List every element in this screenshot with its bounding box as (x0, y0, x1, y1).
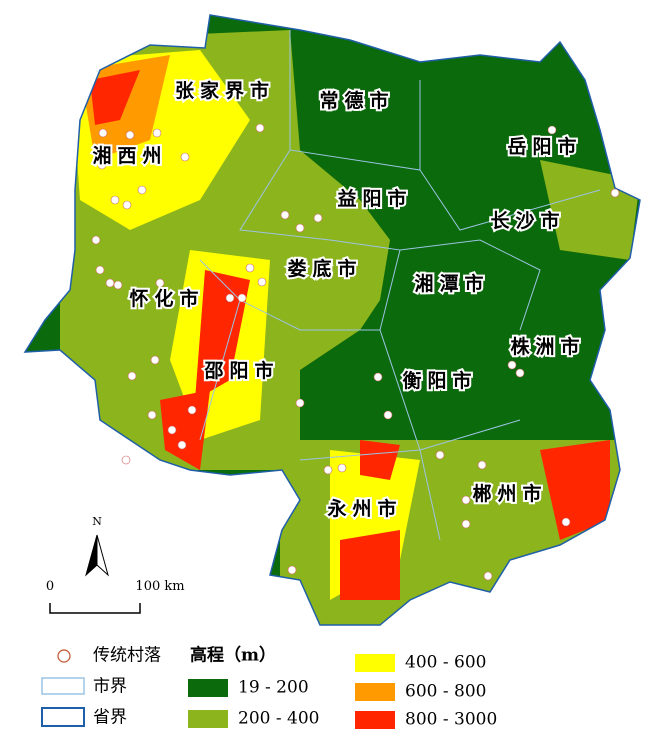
village-point (383, 410, 393, 420)
high-mountain (540, 440, 610, 540)
village-point (295, 398, 305, 408)
village-point (91, 235, 101, 245)
city-borders (199, 30, 601, 541)
village-point (152, 128, 162, 138)
village-point (287, 565, 297, 575)
legend-class-label: 400 - 600 (405, 653, 486, 673)
village-point (110, 195, 120, 205)
north-arrow: N (85, 515, 109, 577)
village-point (257, 277, 267, 287)
elevation-raster (25, 15, 640, 625)
village-point (547, 125, 557, 135)
village-point (561, 517, 571, 527)
city-label: 常德市 (319, 89, 394, 112)
village-point (237, 293, 247, 303)
village-point (150, 355, 160, 365)
village-point (167, 425, 177, 435)
legend-swatch (355, 711, 395, 729)
city-label: 岳阳市 (507, 135, 582, 158)
city-label: 株洲市 (510, 335, 585, 358)
village-point (225, 293, 235, 303)
scale-bar: 0 100 km (46, 579, 185, 614)
village-point (610, 188, 620, 198)
legend-province-border: 省界 (93, 708, 127, 728)
village-point (105, 278, 115, 288)
legend-class-label: 200 - 400 (238, 709, 319, 729)
high-mountain (195, 270, 250, 400)
legend-swatch (188, 679, 228, 697)
legend-class-label: 19 - 200 (238, 678, 309, 698)
elevation-legend: 19 - 200 200 - 400 400 - 600 600 - 800 800 -… (188, 653, 497, 730)
village-point (515, 368, 525, 378)
city-label: 湘西州 (92, 144, 167, 167)
high-mountain (90, 70, 140, 125)
village-point (507, 360, 517, 370)
village-point (323, 465, 333, 475)
village-point (483, 571, 493, 581)
high-mountain (340, 530, 400, 600)
high-mountain (360, 440, 400, 480)
village-point (187, 405, 197, 415)
legend-village: 传统村落 (93, 646, 161, 666)
village-point (477, 460, 487, 470)
legend-swatch (188, 710, 228, 728)
high-mountain (160, 390, 210, 470)
village-point (113, 280, 123, 290)
village-point (147, 410, 157, 420)
legend-swatch (355, 683, 395, 701)
city-label: 邵阳市 (203, 359, 279, 382)
village-point (245, 263, 255, 273)
city-label: 郴州市 (472, 482, 547, 505)
scale-end: 100 km (135, 579, 184, 594)
legend-class-label: 800 - 3000 (405, 710, 497, 730)
village-point (121, 455, 131, 465)
village-point (95, 265, 105, 275)
village-point (337, 463, 347, 473)
city-label: 永州市 (326, 497, 402, 520)
village-point (461, 519, 471, 529)
village-point (127, 371, 137, 381)
village-point (313, 213, 323, 223)
village-point (155, 278, 165, 288)
village-point (177, 440, 187, 450)
village-point (125, 130, 135, 140)
village-point (435, 450, 445, 460)
city-label: 娄底市 (287, 257, 362, 280)
legend: 传统村落 高程（m） 市界 省界 (41, 645, 276, 728)
legend-elevation-title: 高程（m） (190, 645, 276, 666)
city-label: 湘潭市 (414, 272, 489, 295)
village-point (295, 223, 305, 233)
villages (91, 123, 620, 581)
city-label: 长沙市 (490, 209, 565, 232)
village-point (373, 372, 383, 382)
village-point (461, 495, 471, 505)
city-label: 益阳市 (337, 187, 412, 210)
village-point (180, 152, 190, 162)
legend-city-border: 市界 (93, 677, 127, 697)
village-point (255, 123, 265, 133)
city-label: 张家界市 (175, 79, 275, 102)
legend-class-label: 600 - 800 (405, 682, 486, 702)
legend-swatch (355, 654, 395, 672)
village-point (122, 200, 132, 210)
village-point (97, 160, 107, 170)
village-point (98, 128, 108, 138)
city-label: 怀化市 (129, 287, 204, 310)
scale-start: 0 (46, 579, 54, 594)
city-label: 衡阳市 (402, 369, 477, 392)
north-label: N (92, 515, 102, 528)
village-point (137, 185, 147, 195)
village-point (280, 210, 290, 220)
